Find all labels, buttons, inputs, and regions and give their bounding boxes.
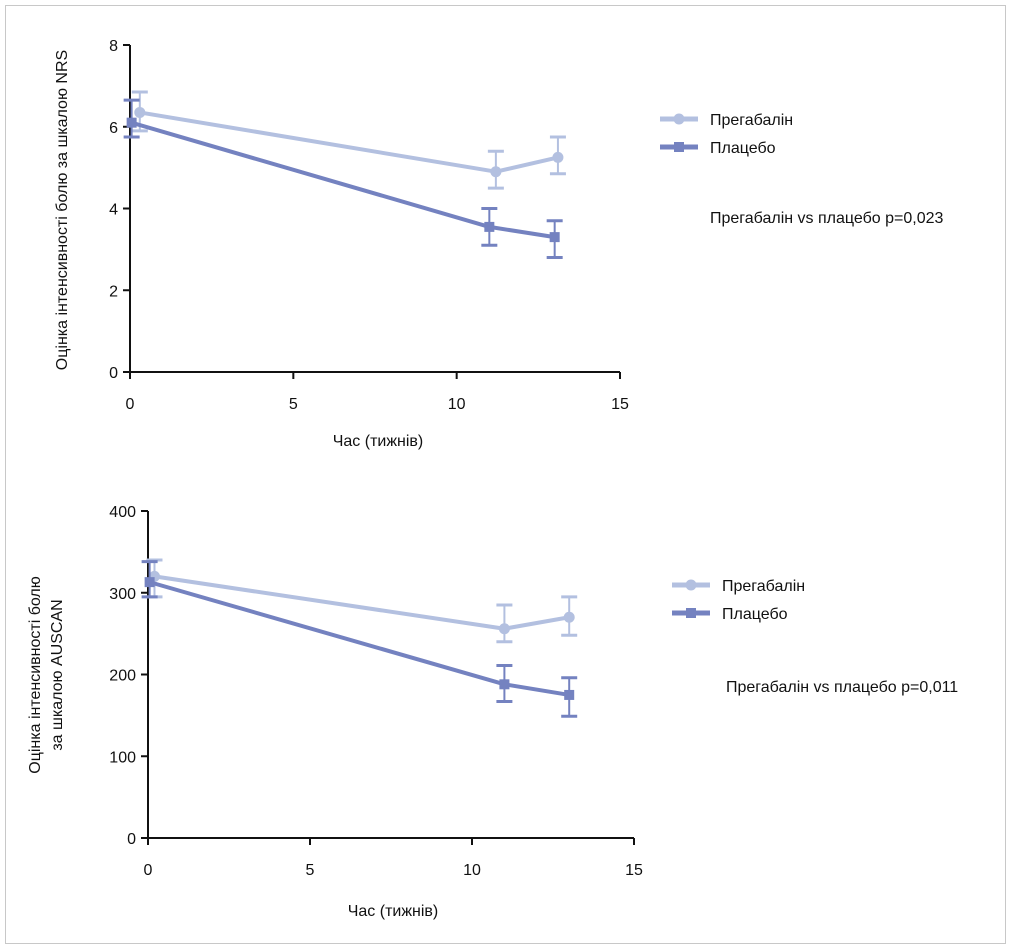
data-point [549, 232, 560, 243]
chart-1: 0 2 4 6 8 0 5 10 15 Час (тижнів) Оцінка інтенсивно… [54, 38, 943, 450]
series-line [147, 580, 572, 697]
y-tick-label: 400 [109, 504, 136, 521]
p-value-annotation: Прегабалін vs плацебо p=0,023 [710, 210, 943, 227]
y-tick-label: 300 [109, 586, 136, 603]
y-tick-label: 4 [109, 202, 118, 219]
y-tick-label: 2 [109, 283, 118, 300]
x-tick-label: 10 [448, 396, 466, 413]
data-point [126, 117, 137, 128]
legend-marker [685, 579, 697, 591]
chart-2: 0 100 200 300 400 0 5 10 15 Час (тижнів) Оцінка ін… [27, 504, 958, 920]
data-point [484, 221, 495, 232]
x-tick-label: 5 [306, 862, 315, 879]
data-point [563, 611, 575, 623]
data-point [134, 106, 146, 118]
legend-marker [686, 608, 696, 618]
y-tick-label: 0 [127, 831, 136, 848]
y-tick-label: 100 [109, 749, 136, 766]
x-tick-label: 15 [625, 862, 643, 879]
data-point [490, 166, 502, 178]
y-tick-label: 200 [109, 668, 136, 685]
data-point [552, 151, 564, 163]
y-tick-label: 8 [109, 38, 118, 55]
series-pregabalin [146, 558, 578, 644]
legend-label: Плацебо [722, 606, 788, 623]
legend-marker [673, 113, 685, 125]
series-pregabalin [131, 90, 566, 190]
legend-label: Прегабалін [710, 112, 793, 129]
series-placebo [141, 560, 578, 718]
series-line [129, 120, 557, 240]
x-tick-label: 5 [289, 396, 298, 413]
y-tick-label: 0 [109, 365, 118, 382]
p-value-annotation: Прегабалін vs плацебо p=0,011 [726, 679, 958, 696]
y-tick-label: 6 [109, 120, 118, 137]
y-axis-label-line: за шкалою AUSCAN [49, 599, 66, 750]
y-axis-label: Оцінка інтенсивності болю за шкалою AUSCA… [27, 576, 66, 774]
data-point [144, 577, 155, 588]
y-axis-label: Оцінка інтенсивності болю за шкалою NRS [54, 50, 71, 370]
legend-marker [674, 142, 684, 152]
x-tick-label: 0 [126, 396, 135, 413]
x-axis-label: Час (тижнів) [348, 903, 439, 920]
x-tick-label: 15 [611, 396, 629, 413]
x-tick-label: 0 [144, 862, 153, 879]
legend: Прегабалін Плацебо [660, 112, 793, 157]
legend: Прегабалін Плацебо [672, 578, 805, 623]
data-point [499, 679, 510, 690]
figure-frame [5, 5, 1006, 944]
data-point [498, 623, 510, 635]
legend-label: Прегабалін [722, 578, 805, 595]
y-axis-label-line: Оцінка інтенсивності болю за шкалою NRS [54, 50, 71, 370]
series-placebo [123, 98, 563, 260]
legend-label: Плацебо [710, 140, 776, 157]
y-axis-label-line: Оцінка інтенсивності болю [27, 576, 44, 774]
x-axis-label: Час (тижнів) [333, 433, 424, 450]
x-tick-label: 10 [463, 862, 481, 879]
data-point [564, 689, 575, 700]
